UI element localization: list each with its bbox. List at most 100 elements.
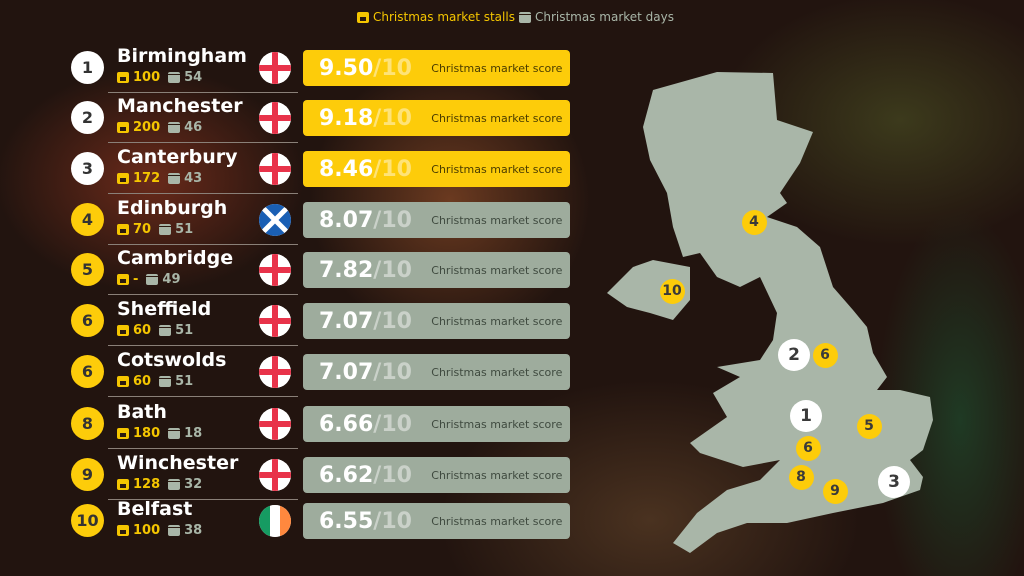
rank-badge: 6 — [71, 304, 104, 337]
city-name: Belfast — [117, 498, 193, 520]
calendar-icon — [146, 274, 159, 285]
city-name: Cotswolds — [117, 349, 227, 371]
ranking-row: 8 Bath 180 18 6.66 /10 Christmas market … — [0, 399, 600, 449]
rank-badge: 8 — [71, 407, 104, 440]
score-value: 8.07 — [319, 207, 374, 233]
calendar-icon — [159, 376, 172, 387]
map-marker-winchester: 9 — [822, 478, 848, 504]
city-stats: - 49 — [117, 272, 181, 287]
rank-badge: 5 — [71, 253, 104, 286]
days-count: 51 — [175, 222, 194, 237]
score-max: /10 — [373, 105, 412, 131]
score-box: 8.07 /10 Christmas market score — [303, 202, 570, 238]
score-value: 6.55 — [319, 508, 374, 534]
days-count: 51 — [175, 374, 194, 389]
calendar-icon — [168, 525, 181, 536]
days-count: 51 — [175, 323, 194, 338]
score-box: 6.55 /10 Christmas market score — [303, 503, 570, 539]
city-name: Birmingham — [117, 45, 247, 67]
map-marker-belfast: 10 — [659, 278, 685, 304]
divider — [108, 142, 298, 143]
score-max: /10 — [373, 308, 412, 334]
stalls-count: 128 — [133, 477, 161, 492]
score-max: /10 — [373, 207, 412, 233]
market-stall-icon — [117, 173, 129, 184]
england-flag-icon — [259, 408, 291, 440]
legend-stalls: Christmas market stalls — [373, 10, 515, 24]
england-flag-icon — [259, 52, 291, 84]
calendar-icon — [159, 325, 172, 336]
score-value: 7.07 — [319, 359, 374, 385]
england-flag-icon — [259, 305, 291, 337]
map-marker-canterbury: 3 — [878, 466, 910, 498]
ranking-row: 6 Sheffield 60 51 7.07 /10 Christmas mar… — [0, 296, 600, 346]
calendar-icon — [168, 72, 181, 83]
score-value: 9.50 — [319, 55, 374, 81]
score-max: /10 — [373, 359, 412, 385]
map-marker-cotswolds: 6 — [795, 435, 821, 461]
days-count: 32 — [184, 477, 203, 492]
score-label: Christmas market score — [431, 213, 563, 227]
market-stall-icon — [117, 72, 129, 83]
days-count: 18 — [184, 426, 203, 441]
city-name: Edinburgh — [117, 197, 228, 219]
market-stall-icon — [117, 376, 129, 387]
market-stall-icon — [357, 11, 369, 23]
score-label: Christmas market score — [431, 314, 563, 328]
rank-badge: 10 — [71, 504, 104, 537]
divider — [108, 294, 298, 295]
score-max: /10 — [373, 508, 412, 534]
city-stats: 60 51 — [117, 323, 193, 338]
northern-ireland-shape — [607, 260, 690, 320]
calendar-icon — [168, 428, 181, 439]
england-flag-icon — [259, 459, 291, 491]
city-stats: 180 18 — [117, 426, 202, 441]
ranking-row: 6 Cotswolds 60 51 7.07 /10 Christmas mar… — [0, 347, 600, 397]
map-marker-edinburgh: 4 — [741, 209, 767, 235]
score-label: Christmas market score — [431, 365, 563, 379]
rank-badge: 9 — [71, 458, 104, 491]
market-stall-icon — [117, 479, 129, 490]
rank-badge: 2 — [71, 101, 104, 134]
score-box: 7.07 /10 Christmas market score — [303, 303, 570, 339]
map-marker-birmingham: 1 — [790, 400, 822, 432]
ranking-row: 2 Manchester 200 46 9.18 /10 Christmas m… — [0, 93, 600, 143]
stalls-count: 70 — [133, 222, 152, 237]
divider — [108, 244, 298, 245]
city-name: Winchester — [117, 452, 239, 474]
divider — [108, 396, 298, 397]
score-label: Christmas market score — [431, 61, 563, 75]
stalls-count: - — [133, 272, 139, 287]
days-count: 54 — [184, 70, 203, 85]
england-flag-icon — [259, 356, 291, 388]
score-label: Christmas market score — [431, 162, 563, 176]
days-count: 38 — [184, 523, 203, 538]
ranking-row: 10 Belfast 100 38 6.55 /10 Christmas mar… — [0, 496, 600, 546]
city-name: Manchester — [117, 95, 243, 117]
score-value: 7.82 — [319, 257, 374, 283]
market-stall-icon — [117, 274, 129, 285]
city-name: Sheffield — [117, 298, 212, 320]
score-box: 8.46 /10 Christmas market score — [303, 151, 570, 187]
stalls-count: 100 — [133, 523, 161, 538]
market-stall-icon — [117, 224, 129, 235]
legend: Christmas market stalls Christmas market… — [357, 10, 674, 24]
england-flag-icon — [259, 254, 291, 286]
score-value: 7.07 — [319, 308, 374, 334]
city-stats: 128 32 — [117, 477, 202, 492]
score-max: /10 — [373, 55, 412, 81]
city-stats: 100 54 — [117, 70, 202, 85]
market-stall-icon — [117, 122, 129, 133]
ranking-row: 5 Cambridge - 49 7.82 /10 Christmas mark… — [0, 245, 600, 295]
rank-badge: 4 — [71, 203, 104, 236]
score-box: 9.18 /10 Christmas market score — [303, 100, 570, 136]
score-box: 7.07 /10 Christmas market score — [303, 354, 570, 390]
city-stats: 172 43 — [117, 171, 202, 186]
divider — [108, 193, 298, 194]
score-box: 6.62 /10 Christmas market score — [303, 457, 570, 493]
map-marker-manchester: 2 — [778, 339, 810, 371]
stalls-count: 200 — [133, 120, 161, 135]
stalls-count: 180 — [133, 426, 161, 441]
score-label: Christmas market score — [431, 417, 563, 431]
stalls-count: 60 — [133, 323, 152, 338]
